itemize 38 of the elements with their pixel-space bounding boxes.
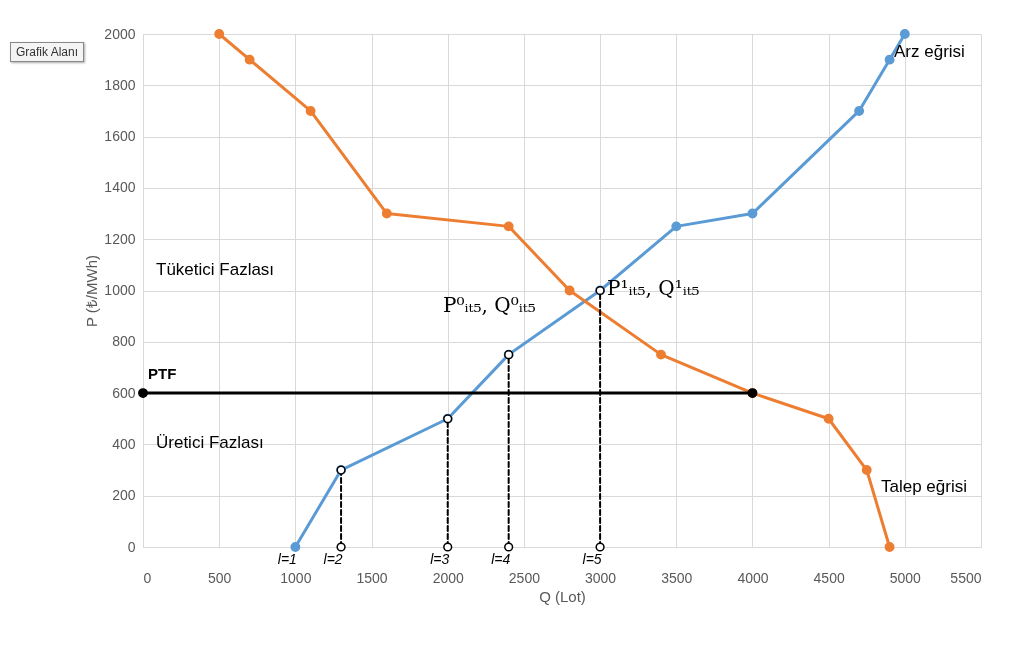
y-tick-label: 1600: [104, 128, 136, 145]
x-axis-title: Q (Lot): [539, 587, 586, 605]
annotation: l=5: [582, 551, 602, 567]
x-tick-label: 1000: [280, 569, 312, 586]
annotation: PTF: [148, 365, 177, 382]
y-tick-label: 200: [112, 487, 136, 504]
annotation: Arz eğrisi: [894, 42, 965, 61]
x-tick-label: 5000: [889, 569, 922, 586]
y-tick-label: 1400: [104, 179, 136, 196]
x-tick-label: 2000: [432, 569, 465, 586]
x-tick-label: 500: [208, 569, 232, 586]
x-tick-label: 0: [143, 569, 152, 586]
annotation: Üretici Fazlası: [156, 433, 264, 452]
x-tick-label: 3000: [585, 569, 617, 586]
y-tick-label: 1000: [104, 282, 136, 298]
annotation: l=3: [430, 551, 450, 567]
y-tick-label: 400: [112, 435, 136, 452]
x-tick-label: 3500: [661, 569, 693, 586]
x-tick-label: 2500: [508, 569, 541, 586]
annotation: l=4: [491, 551, 511, 567]
y-axis-title: P (₺/MWh): [83, 254, 101, 328]
annotation: Tüketici Fazlası: [156, 260, 275, 279]
y-tick-label: 1800: [104, 76, 136, 93]
y-tick-label: 0: [127, 538, 136, 555]
y-tick-label: 1200: [104, 230, 136, 247]
x-tick-label: 1500: [356, 569, 388, 586]
x-tick-label: 4500: [813, 569, 845, 586]
y-tick-label: 600: [112, 384, 136, 401]
y-tick-label: 2000: [104, 25, 136, 42]
annotation: l=2: [323, 551, 343, 567]
x-tick-label: 5500: [950, 569, 982, 586]
annotation: P¹ᵢₜ₅, Q¹ᵢₜ₅: [607, 275, 700, 300]
tooltip-label: Grafik Alanı: [10, 42, 85, 62]
annotation: Talep eğrisi: [881, 477, 967, 496]
y-tick-label: 800: [112, 333, 136, 350]
annotation: l=1: [277, 551, 297, 567]
x-tick-label: 4000: [737, 569, 769, 586]
annotation: P⁰ᵢₜ₅, Q⁰ᵢₜ₅: [443, 292, 536, 317]
